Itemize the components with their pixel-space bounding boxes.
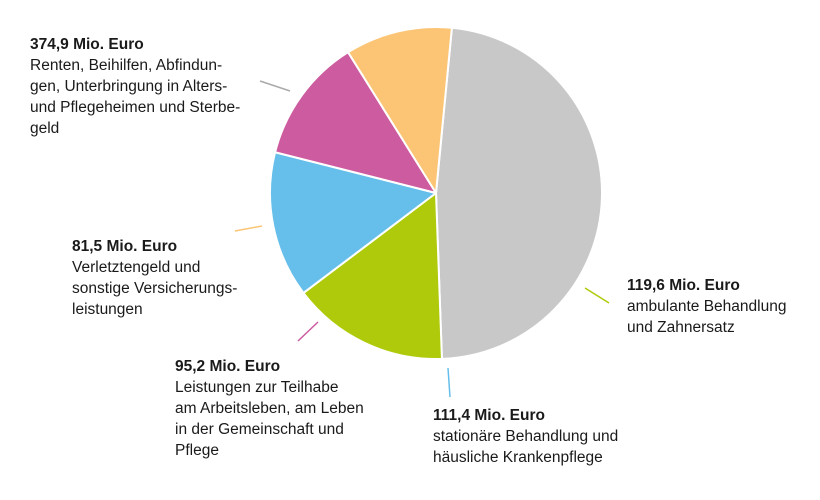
slice-value: 111,4 Mio. Euro	[433, 407, 545, 424]
leader-line-inpatient	[447, 367, 451, 398]
slice-label-inpatient: 111,4 Mio. Euro stationäre Behandlung un…	[433, 405, 653, 468]
leader-line-injury-benefit	[234, 225, 263, 232]
slice-description: Renten, Beihilfen, Abfindun- gen, Unterb…	[30, 57, 241, 137]
slice-description: Verletztengeld und sonstige Versicherung…	[72, 259, 238, 318]
slice-value: 374,9 Mio. Euro	[30, 36, 144, 53]
slice-value: 81,5 Mio. Euro	[72, 238, 178, 255]
slice-label-injury-benefit: 81,5 Mio. Euro Verletztengeld und sonsti…	[72, 236, 272, 320]
slice-description: Leistungen zur Teilhabe am Arbeitsleben,…	[175, 379, 364, 459]
pie-slices	[269, 26, 603, 360]
slice-label-participation: 95,2 Mio. Euro Leistungen zur Teilhabe a…	[175, 356, 390, 461]
leader-line-pensions	[259, 80, 291, 92]
pie-slice-injury-benefit	[347, 26, 453, 194]
leader-line-outpatient	[584, 287, 610, 304]
slice-description: ambulante Behandlung und Zahnersatz	[627, 298, 787, 336]
pie-slice-pensions	[435, 26, 603, 360]
pie-slice-inpatient	[269, 151, 437, 294]
leader-lines	[234, 80, 610, 398]
pie-slice-outpatient	[302, 192, 443, 360]
slice-value: 95,2 Mio. Euro	[175, 358, 281, 375]
pie-slice-participation	[274, 51, 437, 194]
slice-value: 119,6 Mio. Euro	[627, 277, 740, 294]
leader-line-participation	[297, 321, 319, 342]
slice-label-pensions: 374,9 Mio. Euro Renten, Beihilfen, Abfin…	[30, 34, 275, 139]
slice-description: stationäre Behandlung und häusliche Kran…	[433, 428, 619, 466]
slice-label-outpatient: 119,6 Mio. Euro ambulante Behandlung und…	[627, 275, 812, 338]
